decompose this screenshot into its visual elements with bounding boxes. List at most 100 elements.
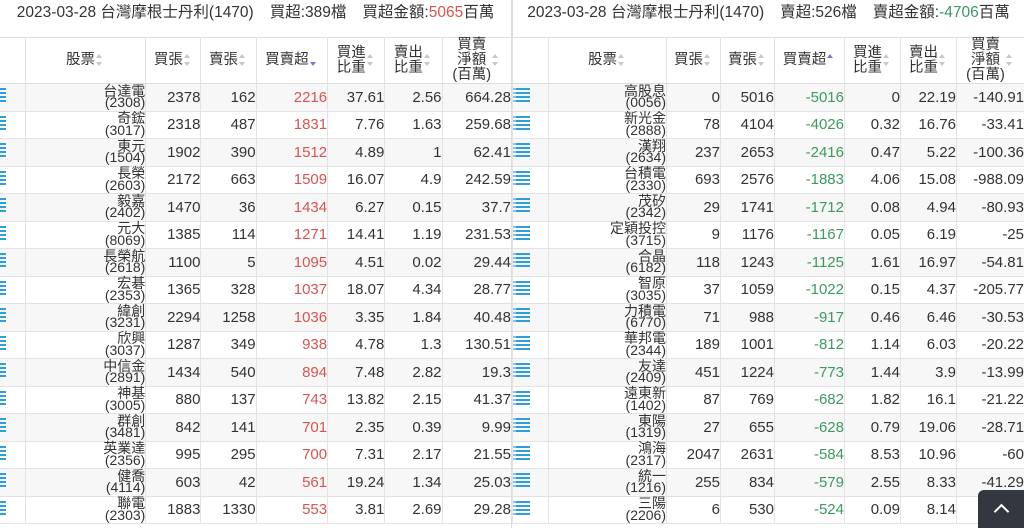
row-action-cell[interactable] [512,138,549,167]
col-header-sell-lots[interactable]: 賣張 [200,37,257,84]
row-action-cell[interactable] [0,165,26,194]
row-action-cell[interactable] [0,303,26,332]
sort-indicator-buy-pct[interactable] [366,49,376,73]
stock-name-cell[interactable]: 宏碁 (2353) [24,275,147,304]
col-header-net[interactable]: 買賣超 [255,37,329,84]
stock-name-cell[interactable]: 長榮 (2603) [24,165,147,194]
row-action-cell[interactable] [0,385,26,414]
stock-name-cell[interactable]: 東元 (1504) [24,138,147,167]
list-icon[interactable] [513,445,530,460]
stock-name-cell[interactable]: 友達 (2409) [548,358,667,387]
sort-indicator-sell-lots[interactable] [239,49,248,73]
list-icon[interactable] [513,280,530,295]
list-icon[interactable] [0,500,6,515]
col-header-sell-pct[interactable]: 賣出 比重 [900,37,957,84]
sort-indicator-sell-pct[interactable] [939,49,948,73]
col-header-net-amount[interactable]: 買賣 淨額 (百萬) [441,37,511,84]
row-action-cell[interactable] [512,83,549,112]
stock-name-cell[interactable]: 群創 (3481) [24,413,147,442]
col-header-sell-pct[interactable]: 賣出 比重 [384,37,443,84]
stock-name-cell[interactable]: 毅嘉 (2402) [24,193,147,222]
stock-name-cell[interactable]: 漢翔 (2634) [548,138,667,167]
list-icon[interactable] [0,418,6,433]
stock-name-cell[interactable]: 新光金 (2888) [548,110,667,139]
list-icon[interactable] [0,390,6,405]
table-row[interactable]: 鴻海 (2317) 2047 2631 -584 8.53 10.96 -60 [512,440,1024,469]
table-row[interactable]: 欣興 (3037) 1287 349 938 4.78 1.3 130.51 [0,330,511,359]
col-header-net[interactable]: 買賣超 [774,37,845,84]
col-header-buy-pct[interactable]: 買進 比重 [327,37,386,84]
table-row[interactable]: 台積電 (2330) 693 2576 -1883 4.06 15.08 -988.09 [512,165,1024,194]
col-header-buy-lots[interactable]: 買張 [666,37,721,84]
col-header-stock[interactable]: 股票 [24,37,147,84]
row-action-cell[interactable] [0,248,26,277]
row-action-cell[interactable] [512,358,549,387]
list-icon[interactable] [513,363,530,378]
table-row[interactable]: 英業達 (2356) 995 295 700 7.31 2.17 21.55 [0,440,511,469]
col-header-buy-pct[interactable]: 買進 比重 [844,37,901,84]
stock-name-cell[interactable]: 中信金 (2891) [24,358,147,387]
table-row[interactable]: 長榮 (2603) 2172 663 1509 16.07 4.9 242.59 [0,165,511,194]
stock-name-cell[interactable]: 緯創 (3231) [24,303,147,332]
row-action-cell[interactable] [0,330,26,359]
row-action-cell[interactable] [0,220,26,249]
stock-name-cell[interactable]: 東陽 (1319) [548,413,667,442]
table-row[interactable]: 宏碁 (2353) 1365 328 1037 18.07 4.34 28.77 [0,275,511,304]
list-icon[interactable] [513,170,530,185]
row-action-cell[interactable] [0,495,26,524]
sort-indicator-stock[interactable] [618,49,627,73]
table-row[interactable]: 定穎投控 (3715) 9 1176 -1167 0.05 6.19 -25 [512,220,1024,249]
scroll-to-top-button[interactable] [978,490,1024,528]
list-icon[interactable] [0,473,6,488]
row-action-cell[interactable] [512,385,549,414]
stock-name-cell[interactable]: 三陽 (2206) [548,495,667,524]
row-action-cell[interactable] [0,440,26,469]
list-icon[interactable] [513,308,530,323]
row-action-cell[interactable] [512,413,549,442]
stock-name-cell[interactable]: 鴻海 (2317) [548,440,667,469]
table-row[interactable]: 中信金 (2891) 1434 540 894 7.48 2.82 19.3 [0,358,511,387]
table-row[interactable]: 統一 (1216) 255 834 -579 2.55 8.33 -41.29 [512,468,1024,497]
table-row[interactable]: 力積電 (6770) 71 988 -917 0.46 6.46 -30.53 [512,303,1024,332]
row-action-cell[interactable] [0,193,26,222]
stock-name-cell[interactable]: 健喬 (4114) [24,468,147,497]
row-action-cell[interactable] [512,468,549,497]
list-icon[interactable] [0,198,6,213]
sort-indicator-buy-lots[interactable] [183,49,193,73]
stock-name-cell[interactable]: 元大 (8069) [24,220,147,249]
list-icon[interactable] [0,253,6,268]
table-row[interactable]: 華邦電 (2344) 189 1001 -812 1.14 6.03 -20.22 [512,330,1024,359]
stock-name-cell[interactable]: 神基 (3005) [24,385,147,414]
row-action-cell[interactable] [0,468,26,497]
stock-name-cell[interactable]: 遠東新 (1402) [548,385,667,414]
row-action-cell[interactable] [0,83,26,112]
stock-name-cell[interactable]: 統一 (1216) [548,468,667,497]
table-row[interactable]: 聯電 (2303) 1883 1330 553 3.81 2.69 29.28 [0,495,511,524]
table-row[interactable]: 緯創 (3231) 2294 1258 1036 3.35 1.84 40.48 [0,303,511,332]
stock-name-cell[interactable]: 英業達 (2356) [24,440,147,469]
table-row[interactable]: 漢翔 (2634) 237 2653 -2416 0.47 5.22 -100.36 [512,138,1024,167]
sort-indicator-stock[interactable] [96,49,105,73]
list-icon[interactable] [513,390,530,405]
table-row[interactable]: 奇鋐 (3017) 2318 487 1831 7.76 1.63 259.68 [0,110,511,139]
row-action-cell[interactable] [512,495,549,524]
table-row[interactable]: 東元 (1504) 1902 390 1512 4.89 1 62.41 [0,138,511,167]
stock-name-cell[interactable]: 智原 (3035) [548,275,667,304]
sort-indicator-net[interactable] [309,49,319,73]
row-action-cell[interactable] [0,138,26,167]
list-icon[interactable] [513,143,530,158]
row-action-cell[interactable] [0,275,26,304]
stock-name-cell[interactable]: 奇鋐 (3017) [24,110,147,139]
table-row[interactable]: 毅嘉 (2402) 1470 36 1434 6.27 0.15 37.7 [0,193,511,222]
stock-name-cell[interactable]: 長榮航 (2618) [24,248,147,277]
sort-indicator-buy-lots[interactable] [704,49,713,73]
row-action-cell[interactable] [0,110,26,139]
table-row[interactable]: 新光金 (2888) 78 4104 -4026 0.32 16.76 -33.41 [512,110,1024,139]
stock-name-cell[interactable]: 茂矽 (2342) [548,193,667,222]
stock-name-cell[interactable]: 台達電 (2308) [24,83,147,112]
table-row[interactable]: 合晶 (6182) 118 1243 -1125 1.61 16.97 -54.81 [512,248,1024,277]
table-row[interactable]: 元大 (8069) 1385 114 1271 14.41 1.19 231.53 [0,220,511,249]
row-action-cell[interactable] [512,248,549,277]
list-icon[interactable] [0,280,6,295]
